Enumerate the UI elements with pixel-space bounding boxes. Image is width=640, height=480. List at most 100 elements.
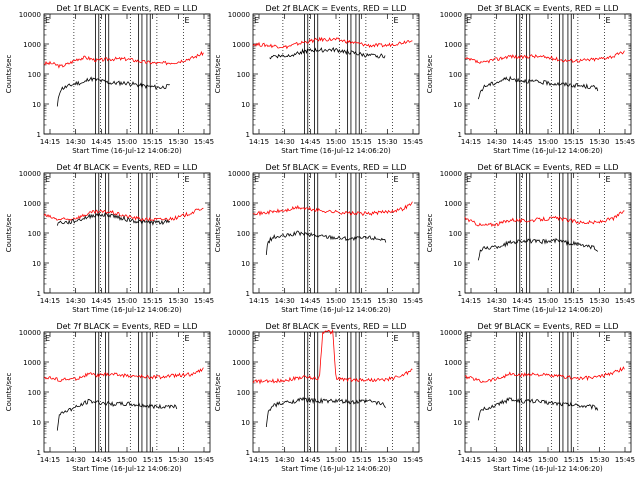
corner-label-left: E (466, 16, 471, 25)
x-tick-label: 15:15 (564, 138, 584, 146)
x-tick-label: 14:30 (487, 456, 507, 464)
plot-frame (464, 331, 632, 453)
corner-label-right: E (605, 16, 610, 25)
x-tick-label: 15:30 (589, 297, 609, 305)
events-series-line (56, 211, 171, 226)
events-series-line (265, 396, 387, 428)
x-tick-label: 14:45 (300, 297, 320, 305)
chart-panel-3: Det 3f BLACK = Events, RED = LLD 1 10 100 10… (426, 4, 635, 155)
corner-label-left: E (254, 334, 259, 343)
x-tick-label: 14:45 (91, 456, 111, 464)
y-tick-label: 1000 (23, 200, 41, 208)
y-tick-label: 10000 (440, 329, 462, 337)
x-tick-label: 15:45 (194, 138, 214, 146)
y-axis-label: Counts/sec (426, 214, 434, 253)
chart-panel-1: Det 1f BLACK = Events, RED = LLD 1 10 100 10… (5, 4, 214, 155)
y-tick-label: 1 (246, 290, 250, 298)
x-tick-label: 15:15 (352, 297, 372, 305)
x-tick-label: 15:00 (326, 456, 346, 464)
x-axis-label: Start Time (16-Jul-12 14:06:20) (281, 306, 391, 314)
y-axis-label: Counts/sec (426, 373, 434, 412)
chart-title: Det 8f BLACK = Events, RED = LLD (265, 322, 406, 331)
x-tick-label: 14:15 (40, 456, 60, 464)
x-tick-label: 15:45 (615, 138, 635, 146)
plot-frame (252, 331, 420, 453)
lld-series-line (252, 328, 413, 385)
chart-title: Det 2f BLACK = Events, RED = LLD (265, 4, 406, 13)
y-tick-label: 10 (453, 101, 462, 109)
corner-label-right: E (393, 175, 398, 184)
y-axis-label: Counts/sec (5, 373, 13, 412)
events-series-line (477, 397, 599, 421)
x-tick-label: 15:15 (143, 138, 163, 146)
y-tick-label: 1000 (232, 41, 250, 49)
x-axis-label: Start Time (16-Jul-12 14:06:20) (72, 465, 182, 473)
chart-panel-4: Det 4f BLACK = Events, RED = LLD 1 10 100 10… (5, 163, 214, 314)
events-series-line (477, 237, 599, 261)
x-axis-label: Start Time (16-Jul-12 14:06:20) (493, 306, 603, 314)
lld-series-line (43, 207, 204, 222)
y-tick-label: 1 (37, 449, 41, 457)
y-tick-label: 1000 (444, 359, 462, 367)
y-tick-label: 1000 (444, 200, 462, 208)
y-tick-label: 10000 (440, 170, 462, 178)
y-tick-label: 10 (241, 419, 250, 427)
x-tick-label: 15:30 (589, 456, 609, 464)
x-tick-label: 15:30 (377, 456, 397, 464)
corner-label-left: E (45, 16, 50, 25)
x-tick-label: 14:15 (40, 297, 60, 305)
x-tick-label: 15:45 (403, 456, 423, 464)
x-tick-label: 15:00 (538, 297, 558, 305)
x-tick-label: 15:45 (615, 297, 635, 305)
chart-title: Det 7f BLACK = Events, RED = LLD (56, 322, 197, 331)
x-axis-label: Start Time (16-Jul-12 14:06:20) (281, 147, 391, 155)
corner-label-right: E (393, 16, 398, 25)
y-tick-label: 10 (453, 419, 462, 427)
y-tick-label: 10 (453, 260, 462, 268)
x-tick-label: 14:15 (461, 297, 481, 305)
chart-title: Det 1f BLACK = Events, RED = LLD (56, 4, 197, 13)
x-axis-label: Start Time (16-Jul-12 14:06:20) (72, 306, 182, 314)
y-tick-label: 10 (32, 419, 41, 427)
x-tick-label: 14:15 (249, 138, 269, 146)
lld-series-line (43, 367, 204, 382)
events-series-line (477, 75, 599, 100)
events-series-line (56, 76, 170, 107)
lld-series-line (252, 36, 413, 50)
x-tick-label: 15:30 (168, 297, 188, 305)
y-tick-label: 10000 (19, 170, 41, 178)
x-tick-label: 14:45 (300, 456, 320, 464)
y-tick-label: 1000 (23, 359, 41, 367)
x-tick-label: 14:15 (40, 138, 60, 146)
lld-series-line (464, 210, 625, 227)
plot-frame (252, 13, 420, 135)
y-tick-label: 1000 (232, 200, 250, 208)
y-tick-label: 10000 (228, 170, 250, 178)
x-tick-label: 15:45 (615, 456, 635, 464)
x-tick-label: 14:30 (487, 297, 507, 305)
y-tick-label: 10000 (19, 329, 41, 337)
chart-panel-2: Det 2f BLACK = Events, RED = LLD 1 10 100 10… (214, 4, 423, 155)
y-tick-label: 1000 (444, 41, 462, 49)
plot-frame (43, 13, 211, 135)
chart-panel-6: Det 6f BLACK = Events, RED = LLD 1 10 100 10… (426, 163, 635, 314)
corner-label-right: E (393, 334, 398, 343)
x-tick-label: 14:30 (66, 456, 86, 464)
x-tick-label: 14:15 (249, 456, 269, 464)
x-tick-label: 15:00 (326, 297, 346, 305)
x-tick-label: 14:30 (487, 138, 507, 146)
y-tick-label: 10000 (228, 11, 250, 19)
x-tick-label: 14:30 (275, 297, 295, 305)
corner-label-right: E (184, 334, 189, 343)
x-axis-label: Start Time (16-Jul-12 14:06:20) (493, 465, 603, 473)
y-tick-label: 1 (37, 131, 41, 139)
x-tick-label: 15:30 (589, 138, 609, 146)
y-tick-label: 1 (246, 449, 250, 457)
y-axis-label: Counts/sec (214, 214, 222, 253)
y-tick-label: 100 (449, 389, 462, 397)
y-axis-label: Counts/sec (426, 55, 434, 94)
y-axis-label: Counts/sec (5, 55, 13, 94)
plot-frame (43, 331, 211, 453)
lld-series-line (252, 201, 413, 217)
